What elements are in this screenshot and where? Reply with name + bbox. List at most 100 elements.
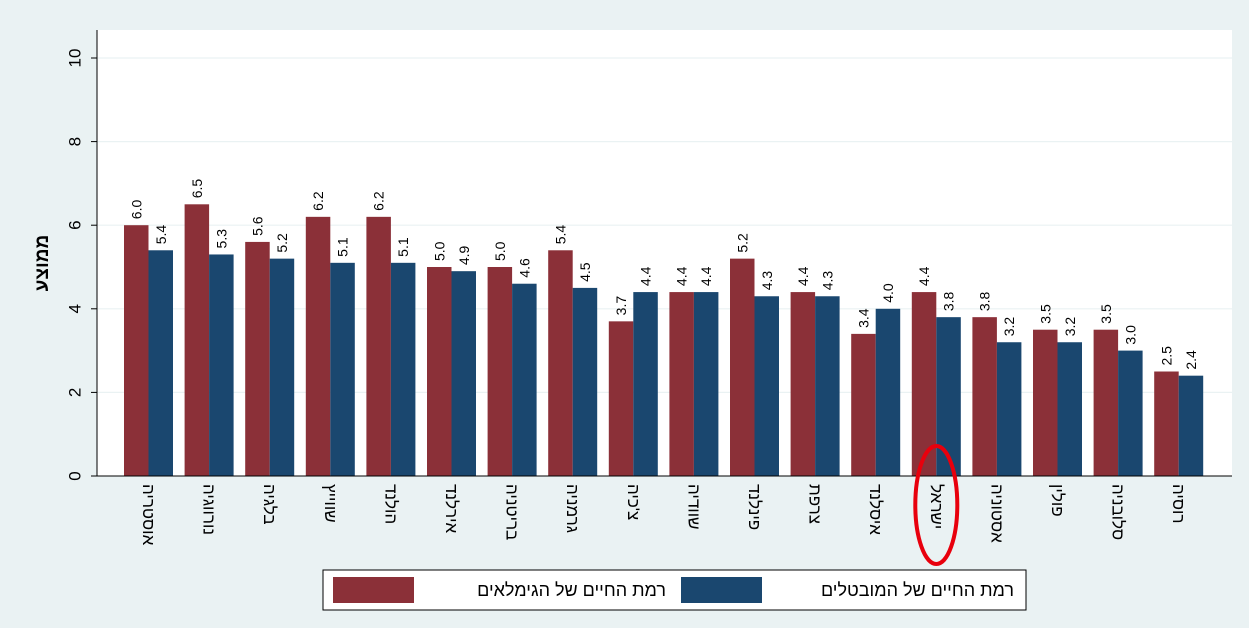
x-tick-label: הולנד xyxy=(381,484,400,524)
bar xyxy=(851,333,876,476)
x-tick-label: אוסטריה xyxy=(139,484,158,546)
value-label: 5.4 xyxy=(552,225,568,245)
value-label: 3.8 xyxy=(977,291,993,311)
bar xyxy=(1154,371,1179,476)
value-label: 5.4 xyxy=(153,225,169,245)
x-tick-label: צרפת xyxy=(806,484,825,524)
value-label: 3.5 xyxy=(1098,304,1114,324)
bar xyxy=(996,342,1022,476)
x-tick-label: גרמניה xyxy=(563,484,582,533)
value-label: 5.3 xyxy=(213,229,229,249)
value-label: 4.5 xyxy=(577,262,593,282)
x-tick-label: סלובניה xyxy=(1109,484,1128,540)
legend-swatch xyxy=(681,577,762,603)
x-tick-label: ישראל xyxy=(927,484,946,529)
bar xyxy=(754,296,779,476)
value-label: 6.2 xyxy=(371,191,387,211)
bar xyxy=(875,308,901,476)
bar xyxy=(209,254,234,476)
value-label: 5.2 xyxy=(274,233,290,253)
legend-swatch xyxy=(333,577,414,603)
y-axis-title: ממוצע xyxy=(32,235,53,292)
y-tick-label: 8 xyxy=(66,137,85,146)
value-label: 3.8 xyxy=(941,291,957,311)
bar xyxy=(184,204,210,477)
value-label: 4.9 xyxy=(456,246,472,266)
value-label: 5.6 xyxy=(249,216,265,236)
x-tick-label: בריטניה xyxy=(503,484,522,540)
bar xyxy=(669,292,694,476)
bar xyxy=(148,250,173,476)
bar xyxy=(245,241,270,476)
value-label: 4.4 xyxy=(916,266,932,286)
value-label: 4.0 xyxy=(880,283,896,303)
bar xyxy=(572,287,598,476)
value-label: 6.0 xyxy=(128,200,144,220)
value-label: 2.4 xyxy=(1183,350,1199,370)
value-label: 4.6 xyxy=(516,258,532,278)
bar xyxy=(548,250,573,476)
value-label: 4.3 xyxy=(819,271,835,291)
value-label: 5.0 xyxy=(431,241,447,261)
x-tick-label: שווייץ xyxy=(321,484,340,523)
bar xyxy=(269,258,295,476)
bar xyxy=(366,216,391,476)
x-tick-label: רוסיה xyxy=(1169,484,1188,524)
value-label: 4.4 xyxy=(698,266,714,286)
highlight-group xyxy=(913,444,960,566)
legend-label: רמת החיים של המובטלים xyxy=(821,580,1014,600)
y-tick-label: 0 xyxy=(66,471,85,480)
value-label: 3.4 xyxy=(855,308,871,328)
value-label: 4.4 xyxy=(674,266,690,286)
y-tick-label: 4 xyxy=(66,304,85,313)
legend-box xyxy=(322,569,1027,611)
bar xyxy=(124,225,149,476)
bar xyxy=(790,292,816,476)
y-tick-label: 10 xyxy=(66,49,85,68)
bar xyxy=(972,317,997,476)
x-tick-label: בלגיה xyxy=(260,484,279,525)
x-tick-label: שוודיה xyxy=(684,484,703,530)
bar xyxy=(512,283,537,476)
y-tick-label: 2 xyxy=(66,388,85,397)
bar xyxy=(330,262,355,476)
value-label: 3.0 xyxy=(1122,325,1138,345)
value-label: 5.1 xyxy=(395,237,411,257)
value-label: 5.0 xyxy=(492,241,508,261)
y-tick-label: 6 xyxy=(66,220,85,229)
value-label: 3.2 xyxy=(1001,317,1017,337)
value-label: 4.4 xyxy=(795,266,811,286)
bar xyxy=(936,317,961,476)
value-label: 5.1 xyxy=(335,237,351,257)
highlight-ellipse xyxy=(913,444,960,566)
value-label: 6.2 xyxy=(310,191,326,211)
value-label: 4.3 xyxy=(759,271,775,291)
value-labels-group: 6.0 5.4 6.5 5.3 5.6 5.2 6.2 5.1 6.2 5.1 5.0 4.9 5.0 4… xyxy=(128,179,1199,370)
value-label: 2.5 xyxy=(1158,346,1174,366)
bar xyxy=(305,216,331,476)
value-label: 6.5 xyxy=(189,179,205,199)
value-label: 4.4 xyxy=(638,266,654,286)
x-axis: אוסטריה נורווגיה בלגיה שווייץ הולנד אירלנד ברי… xyxy=(97,475,1232,546)
bar xyxy=(693,292,719,476)
bar xyxy=(730,258,755,476)
x-tick-label: איסלנד xyxy=(866,484,885,535)
bar xyxy=(815,296,840,476)
bar xyxy=(451,271,476,476)
x-tick-label: נורווגיה xyxy=(200,484,219,535)
value-label: 3.2 xyxy=(1062,317,1078,337)
x-tick-label: פינלנד xyxy=(745,484,764,530)
bar xyxy=(1118,350,1143,476)
legend: רמת החיים של הגימלאים רמת החיים של המובטל… xyxy=(322,569,1027,611)
bar xyxy=(608,321,634,476)
bar xyxy=(390,262,416,476)
bars-group xyxy=(124,204,1204,477)
bar xyxy=(427,267,452,476)
x-tick-label: פולין xyxy=(1048,484,1067,517)
value-label: 5.2 xyxy=(734,233,750,253)
x-tick-label: אסטוניה xyxy=(987,484,1006,543)
bar xyxy=(633,292,658,476)
bar xyxy=(1093,329,1119,476)
